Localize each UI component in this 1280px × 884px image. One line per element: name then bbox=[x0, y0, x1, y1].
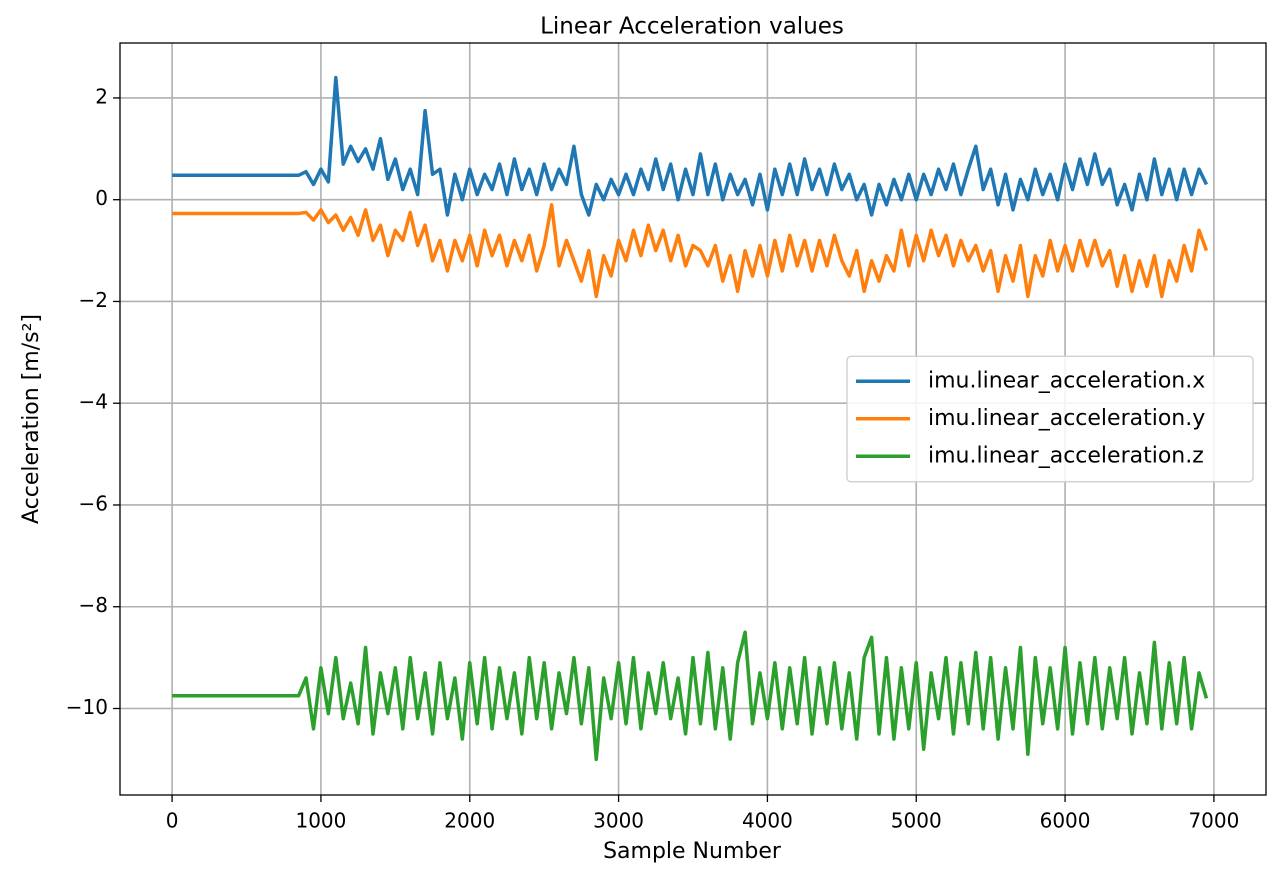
data-line bbox=[172, 630, 1209, 762]
y-tick-label: −4 bbox=[79, 390, 108, 414]
data-line bbox=[172, 75, 1209, 217]
x-tick-label: 6000 bbox=[1040, 809, 1091, 833]
x-tick-label: 0 bbox=[166, 809, 179, 833]
legend-label: imu.linear_acceleration.y bbox=[928, 406, 1205, 431]
legend: imu.linear_acceleration.x imu.linear_acce… bbox=[846, 355, 1254, 483]
legend-label: imu.linear_acceleration.z bbox=[928, 443, 1204, 468]
legend-box bbox=[846, 355, 1254, 483]
x-tick-label: 7000 bbox=[1188, 809, 1239, 833]
x-tick-label: 5000 bbox=[891, 809, 942, 833]
plot-frame bbox=[119, 42, 1267, 796]
y-tick-label: −2 bbox=[79, 288, 108, 312]
chart-title: Linear Acceleration values bbox=[540, 14, 844, 40]
y-tick-label: −10 bbox=[66, 695, 108, 719]
x-tick-label: 4000 bbox=[742, 809, 793, 833]
y-tick-label: 0 bbox=[95, 186, 108, 210]
x-tick-label: 1000 bbox=[295, 809, 346, 833]
y-axis-label: Acceleration [m/s²] bbox=[19, 314, 44, 524]
y-tick-label: −6 bbox=[79, 491, 108, 515]
y-tick-label: 2 bbox=[95, 84, 108, 108]
x-axis-label: Sample Number bbox=[603, 839, 782, 864]
data-line bbox=[172, 203, 1209, 299]
y-tick-label: −8 bbox=[79, 593, 108, 617]
legend-label: imu.linear_acceleration.x bbox=[928, 368, 1205, 393]
x-tick-label: 2000 bbox=[444, 809, 495, 833]
x-tick-label: 3000 bbox=[593, 809, 644, 833]
